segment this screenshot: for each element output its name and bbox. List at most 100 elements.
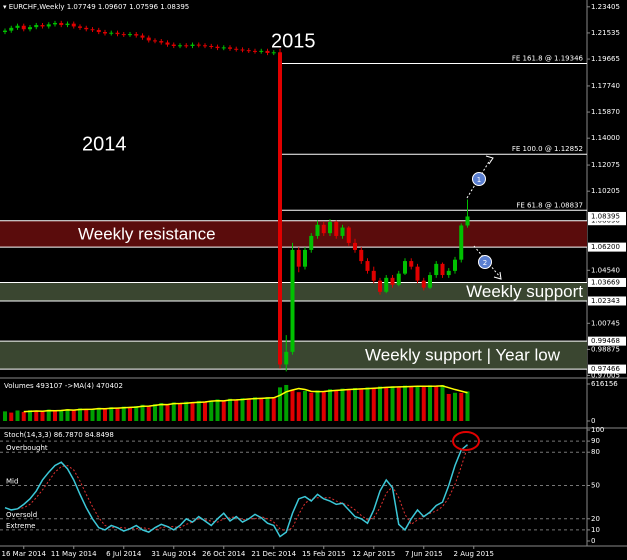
candle-body bbox=[140, 35, 145, 38]
candle-body bbox=[459, 225, 464, 260]
candle-body bbox=[234, 48, 239, 50]
volume-title: Volumes 493107 ->MA(4) 470402 bbox=[4, 382, 123, 390]
arrow-head bbox=[493, 271, 502, 280]
symbol-title: EURCHF,Weekly bbox=[9, 3, 65, 11]
price-box bbox=[588, 277, 626, 287]
arrow-head bbox=[485, 155, 494, 165]
level-label: Mid bbox=[6, 478, 18, 486]
volume-bar bbox=[259, 398, 264, 421]
volume-bar bbox=[78, 408, 82, 421]
candle-body bbox=[78, 26, 82, 28]
candle-body bbox=[446, 270, 451, 276]
candle-body bbox=[221, 47, 226, 49]
candle-body bbox=[53, 22, 57, 25]
y-tick-label: 100 bbox=[591, 426, 604, 434]
candle-body bbox=[84, 27, 89, 30]
y-tick-label: 1.12075 bbox=[591, 161, 620, 169]
candle-body bbox=[296, 249, 301, 267]
y-tick-label: 616156 bbox=[591, 380, 618, 388]
candle-body bbox=[240, 49, 245, 51]
y-tick-label: 1.10205 bbox=[591, 187, 620, 195]
marker-circle bbox=[472, 172, 486, 186]
low: 1.07596 bbox=[129, 3, 158, 11]
candle-body bbox=[178, 45, 182, 47]
candle-body bbox=[203, 45, 207, 47]
candle-body bbox=[403, 261, 407, 274]
candle-body bbox=[428, 275, 432, 288]
volume-bar bbox=[296, 392, 301, 421]
candle-body bbox=[209, 45, 214, 47]
fibo-label: FE 100.0 @ 1.12852 bbox=[512, 145, 583, 153]
candle-body bbox=[134, 34, 139, 36]
candle-body bbox=[353, 242, 357, 250]
candle-body bbox=[115, 32, 120, 35]
x-tick-label: 2 Aug 2015 bbox=[454, 550, 494, 558]
y-tick-label: 1.21535 bbox=[591, 29, 620, 37]
volume-bar bbox=[140, 404, 145, 421]
candle-body bbox=[184, 45, 189, 47]
fibo-label: FE 61.8 @ 1.08837 bbox=[516, 201, 583, 209]
volume-bar bbox=[34, 411, 39, 421]
candle-body bbox=[328, 221, 332, 234]
level-label: Oversold bbox=[6, 511, 37, 519]
candle-body bbox=[415, 266, 420, 281]
collapse-icon: ▾ bbox=[3, 3, 9, 11]
price-box-label: 1.06200 bbox=[591, 243, 620, 251]
volume-bar bbox=[209, 400, 214, 421]
x-tick-label: 11 May 2014 bbox=[51, 550, 97, 558]
annotation: 2015 bbox=[271, 30, 316, 52]
candle-body bbox=[121, 34, 126, 36]
x-tick-label: 7 Jun 2015 bbox=[405, 550, 443, 558]
candle-body bbox=[271, 52, 276, 54]
volume-bar bbox=[171, 402, 176, 421]
candle-body bbox=[421, 280, 426, 288]
candle-body bbox=[71, 23, 76, 27]
marker-label: 1 bbox=[477, 176, 481, 184]
volume-bar bbox=[115, 408, 120, 421]
volume-bar bbox=[228, 398, 232, 421]
x-tick-label: 31 Aug 2014 bbox=[151, 550, 196, 558]
x-tick-label: 6 Jul 2014 bbox=[106, 550, 142, 558]
candle-body bbox=[171, 44, 176, 46]
volume-bar bbox=[440, 384, 445, 421]
price-box bbox=[588, 336, 626, 346]
candle-body bbox=[290, 249, 295, 352]
candle-body bbox=[40, 25, 45, 27]
candle-body bbox=[315, 224, 320, 236]
volume-bar bbox=[203, 402, 207, 421]
candle-body bbox=[28, 27, 32, 30]
volume-bar bbox=[246, 399, 251, 421]
volume-bar bbox=[109, 407, 114, 421]
zone-label: Weekly resistance bbox=[78, 224, 216, 243]
volume-bar bbox=[384, 387, 389, 421]
volume-bar bbox=[215, 399, 220, 421]
candle-body bbox=[365, 261, 370, 271]
zone-label: Weekly support | Year low bbox=[365, 346, 561, 365]
y-tick-label: 0.98875 bbox=[591, 345, 620, 353]
stoch-k-line bbox=[4, 444, 468, 538]
price-box-label: 1.02343 bbox=[591, 297, 620, 305]
candle-body bbox=[284, 351, 289, 365]
volume-bar bbox=[59, 409, 64, 421]
volume-bar bbox=[453, 392, 457, 421]
volume-bar bbox=[303, 390, 307, 421]
candle-body bbox=[246, 50, 251, 52]
ma-line bbox=[23, 385, 468, 413]
y-tick-label: 1.17740 bbox=[591, 82, 620, 90]
candle-body bbox=[384, 277, 389, 292]
price-box-label: 0.99468 bbox=[591, 337, 620, 345]
volume-bar bbox=[465, 391, 470, 421]
open: 1.07749 bbox=[67, 3, 96, 11]
candle-body bbox=[340, 227, 345, 236]
y-tick-label: 0 bbox=[591, 537, 595, 545]
volume-bar bbox=[271, 397, 276, 421]
candle-body bbox=[96, 29, 101, 33]
candle-body bbox=[215, 46, 220, 49]
volume-bar bbox=[165, 405, 170, 421]
y-tick-label: 1.14000 bbox=[591, 134, 620, 142]
volume-bar bbox=[390, 386, 395, 421]
volume-bar bbox=[65, 408, 70, 421]
marker-label: 2 bbox=[483, 259, 487, 267]
volume-bar bbox=[28, 410, 32, 421]
candle-body bbox=[396, 273, 401, 285]
